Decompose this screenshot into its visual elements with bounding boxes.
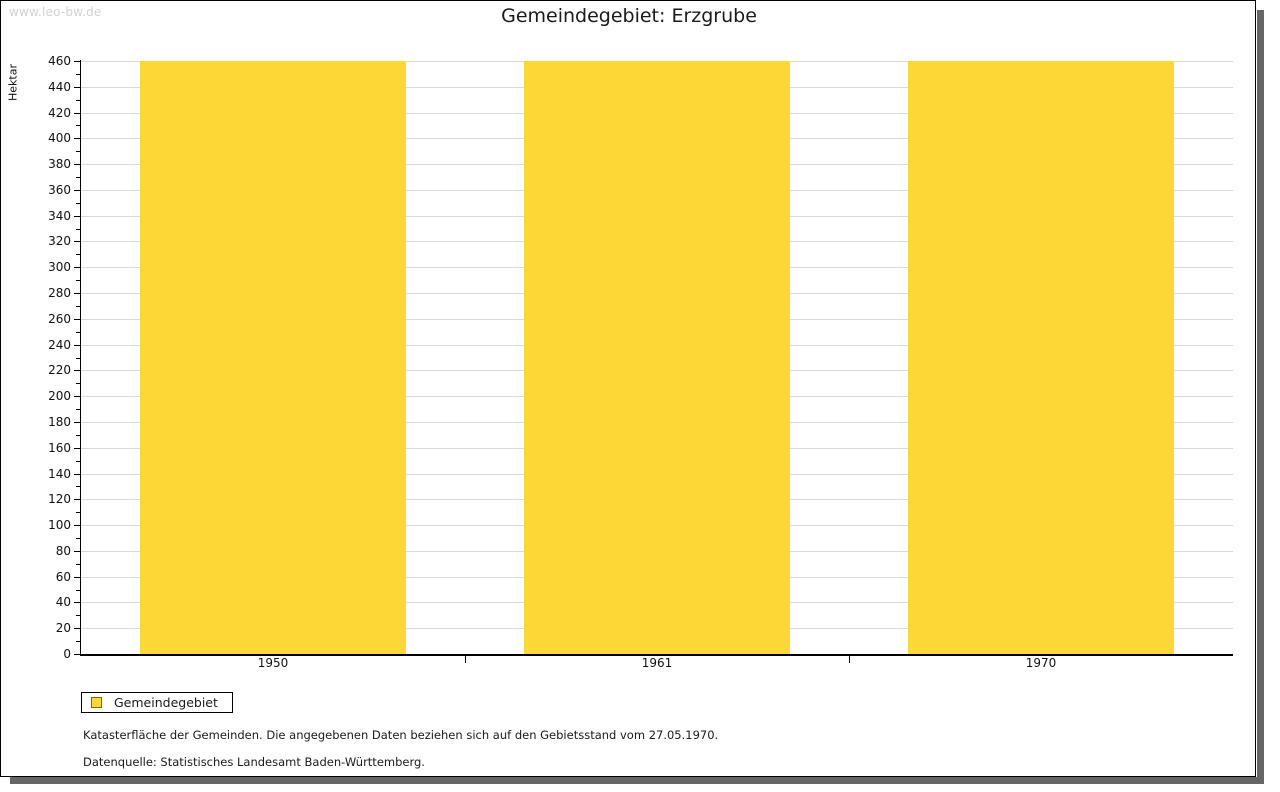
y-axis-minor-tick [76, 589, 81, 591]
chart-frame: www.leo-bw.de Gemeindegebiet: Erzgrube 0… [0, 0, 1256, 777]
bar[interactable] [907, 61, 1175, 654]
y-axis-tick [74, 164, 81, 166]
y-axis-tick [74, 241, 81, 243]
y-axis-minor-tick [76, 177, 81, 179]
y-axis-minor-tick [76, 537, 81, 539]
y-axis-tick-label: 220 [48, 363, 71, 378]
y-axis-tick [74, 628, 81, 630]
y-axis-tick-label: 180 [48, 414, 71, 429]
frame-shadow-right [1257, 10, 1264, 784]
y-axis-minor-tick [76, 434, 81, 436]
x-axis-tick-label: 1961 [641, 656, 673, 670]
y-axis-tick-label: 320 [48, 234, 71, 249]
y-axis-tick [74, 215, 81, 217]
y-axis-minor-tick [76, 512, 81, 514]
y-axis-tick-label: 60 [55, 569, 71, 584]
y-axis-minor-tick [76, 615, 81, 617]
x-axis-tick [849, 656, 850, 663]
y-axis-tick-label: 240 [48, 337, 71, 352]
y-axis-tick [74, 576, 81, 578]
y-axis-minor-tick [76, 125, 81, 127]
y-axis-tick-label: 20 [55, 621, 71, 636]
y-axis-minor-tick [76, 460, 81, 462]
frame-shadow-bottom [10, 777, 1264, 784]
x-axis-tick-label: 1950 [257, 656, 289, 670]
y-axis-tick [74, 112, 81, 114]
y-axis-tick-label: 200 [48, 389, 71, 404]
y-axis-tick-label: 160 [48, 440, 71, 455]
y-axis-minor-tick [76, 486, 81, 488]
y-axis-tick [74, 447, 81, 449]
y-axis-minor-tick [76, 409, 81, 411]
y-axis-tick-label: 360 [48, 182, 71, 197]
y-axis-tick-label: 300 [48, 260, 71, 275]
y-axis-tick-label: 140 [48, 466, 71, 481]
y-axis-tick-label: 280 [48, 286, 71, 301]
y-axis-minor-tick [76, 563, 81, 565]
y-axis-tick-label: 120 [48, 492, 71, 507]
y-axis-tick-label: 40 [55, 595, 71, 610]
y-axis-tick [74, 86, 81, 88]
y-axis-minor-tick [76, 73, 81, 75]
y-axis-tick-label: 380 [48, 157, 71, 172]
bar[interactable] [523, 61, 791, 654]
footnote-data-source: Datenquelle: Statistisches Landesamt Bad… [83, 755, 425, 769]
y-axis-tick-labels: 0 20 40 60 80 100 120 140 160 180 200 220 240 260 280 3… [1, 1, 71, 792]
y-axis-tick [74, 138, 81, 140]
y-axis-tick [74, 370, 81, 372]
y-axis-minor-tick [76, 383, 81, 385]
y-axis-tick-label: 400 [48, 131, 71, 146]
y-axis-minor-tick [76, 357, 81, 359]
x-axis-line [80, 654, 1233, 656]
y-axis-tick-label: 340 [48, 208, 71, 223]
y-axis-tick-label: 440 [48, 79, 71, 94]
y-axis-tick-label: 100 [48, 518, 71, 533]
y-axis-minor-tick [76, 228, 81, 230]
y-axis-minor-tick [76, 254, 81, 256]
chart-title: Gemeindegebiet: Erzgrube [501, 5, 757, 27]
y-axis-tick [74, 499, 81, 501]
y-axis-tick [74, 318, 81, 320]
y-axis-tick [74, 344, 81, 346]
y-axis-tick-label: 0 [63, 647, 71, 661]
chart-legend[interactable]: Gemeindegebiet [81, 692, 233, 713]
y-axis-tick [74, 396, 81, 398]
y-axis-tick-label: 260 [48, 311, 71, 326]
y-axis-minor-tick [76, 202, 81, 204]
y-axis-minor-tick [76, 641, 81, 643]
footnote-data-basis: Katasterfläche der Gemeinden. Die angege… [83, 728, 719, 742]
y-axis-minor-tick [76, 331, 81, 333]
y-axis-minor-tick [76, 305, 81, 307]
legend-color-swatch [91, 697, 102, 708]
y-axis-tick [74, 189, 81, 191]
y-axis-tick [74, 267, 81, 269]
x-axis-tick-label: 1970 [1025, 656, 1057, 670]
y-axis-tick [74, 473, 81, 475]
y-axis-tick [74, 602, 81, 604]
y-axis-tick [74, 550, 81, 552]
y-axis-tick [74, 421, 81, 423]
y-axis-tick-label: 460 [48, 54, 71, 68]
y-axis-minor-tick [76, 151, 81, 153]
y-axis-tick [74, 654, 81, 655]
plot-area [81, 61, 1233, 654]
y-axis-title: Hektar [6, 64, 20, 101]
y-axis-tick [74, 61, 81, 62]
y-axis-tick-label: 80 [55, 543, 71, 558]
y-axis-tick-label: 420 [48, 105, 71, 120]
legend-item-label: Gemeindegebiet [114, 695, 218, 710]
bar[interactable] [139, 61, 407, 654]
plot-wrapper [81, 61, 1233, 654]
y-axis-minor-tick [76, 280, 81, 282]
y-axis-tick [74, 525, 81, 527]
watermark-text: www.leo-bw.de [9, 5, 102, 19]
y-axis-minor-tick [76, 99, 81, 101]
x-axis-tick [465, 656, 466, 663]
y-axis-tick [74, 293, 81, 295]
